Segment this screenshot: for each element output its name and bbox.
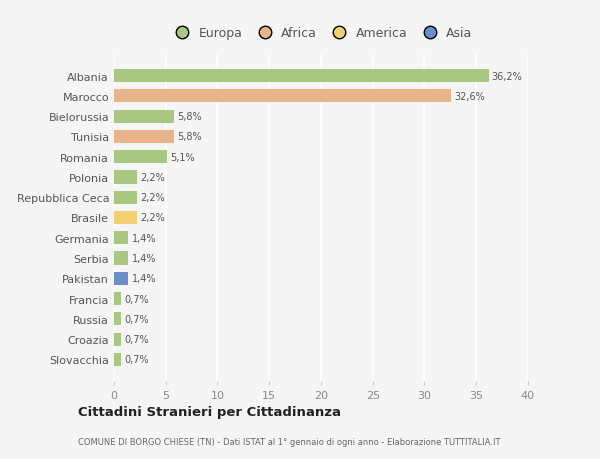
Bar (114, 151, 167, 164)
Text: 1,4%: 1,4% (131, 274, 156, 284)
Text: 2,2%: 2,2% (140, 173, 164, 183)
Text: 1,4%: 1,4% (131, 233, 156, 243)
Text: 2,2%: 2,2% (140, 193, 164, 203)
Bar (114, 191, 137, 204)
Bar (114, 252, 128, 265)
Bar (114, 212, 137, 224)
Text: 0,7%: 0,7% (124, 334, 149, 344)
Bar (114, 292, 121, 306)
Text: 32,6%: 32,6% (455, 92, 485, 102)
Text: Cittadini Stranieri per Cittadinanza: Cittadini Stranieri per Cittadinanza (78, 405, 341, 419)
Text: 0,7%: 0,7% (124, 314, 149, 324)
Text: 36,2%: 36,2% (492, 72, 523, 81)
Text: 5,1%: 5,1% (170, 152, 194, 162)
Text: 1,4%: 1,4% (131, 253, 156, 263)
Text: 2,2%: 2,2% (140, 213, 164, 223)
Bar (114, 272, 128, 285)
Text: COMUNE DI BORGO CHIESE (TN) - Dati ISTAT al 1° gennaio di ogni anno - Elaborazio: COMUNE DI BORGO CHIESE (TN) - Dati ISTAT… (78, 437, 500, 446)
Legend: Europa, Africa, America, Asia: Europa, Africa, America, Asia (164, 22, 478, 45)
Text: 0,7%: 0,7% (124, 294, 149, 304)
Bar (114, 70, 488, 83)
Text: 5,8%: 5,8% (177, 132, 202, 142)
Bar (114, 313, 121, 326)
Text: 5,8%: 5,8% (177, 112, 202, 122)
Bar (114, 333, 121, 346)
Bar (114, 353, 121, 366)
Bar (114, 232, 128, 245)
Text: 0,7%: 0,7% (124, 355, 149, 364)
Bar (114, 90, 451, 103)
Bar (114, 130, 174, 144)
Bar (114, 171, 137, 184)
Bar (114, 110, 174, 123)
